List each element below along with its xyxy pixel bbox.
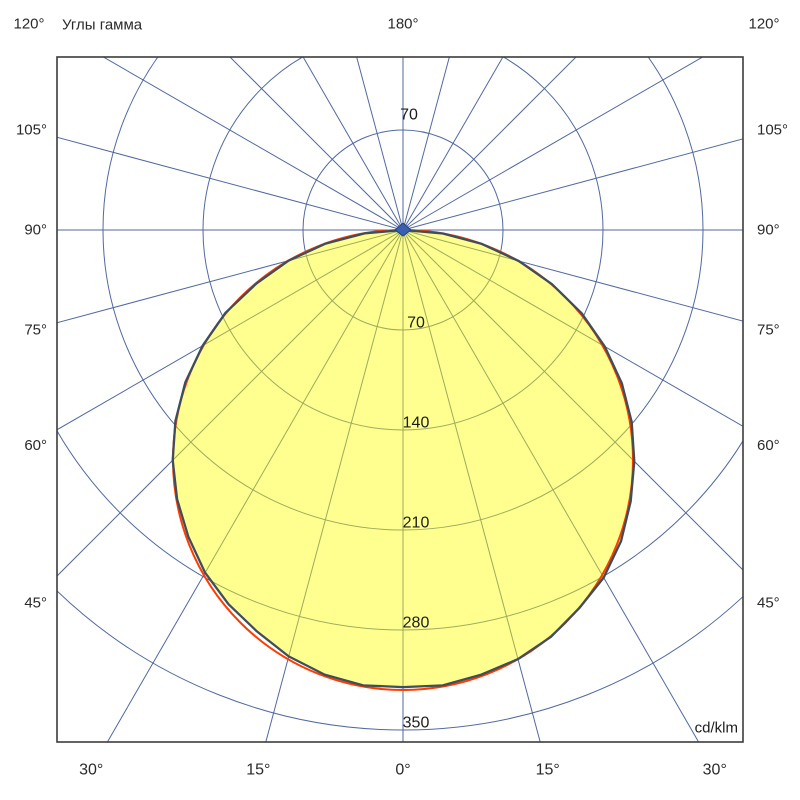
angle-label-bottom-30: 30° bbox=[703, 762, 727, 779]
angle-label-right-60: 60° bbox=[757, 437, 780, 454]
gamma-spoke-195 bbox=[356, 57, 404, 231]
angle-label-right-45: 45° bbox=[757, 595, 780, 612]
distribution-fill bbox=[172, 230, 635, 688]
gamma-spoke-255 bbox=[57, 136, 404, 231]
angle-label-bottom-15: 15° bbox=[536, 762, 560, 779]
angle-label-left-90: 90° bbox=[24, 222, 47, 239]
ring-tick-label-140: 140 bbox=[403, 415, 430, 432]
units-label: cd/klm bbox=[695, 720, 738, 737]
angle-label-bottom-30: 30° bbox=[79, 762, 103, 779]
ring-tick-label-above-70: 70 bbox=[400, 107, 418, 124]
angle-label-right-90: 90° bbox=[757, 222, 780, 239]
gamma-spoke-120 bbox=[402, 57, 704, 231]
angle-label-right-105: 105° bbox=[757, 122, 788, 139]
gamma-spoke-225 bbox=[229, 57, 404, 231]
gamma-spoke-240 bbox=[102, 57, 404, 231]
angle-label-bottom-0: 0° bbox=[395, 762, 410, 779]
angle-label-right-75: 75° bbox=[757, 321, 780, 338]
gamma-spoke-285 bbox=[57, 229, 404, 324]
gamma-spoke-330 bbox=[106, 229, 404, 742]
angle-label-left-105: 105° bbox=[16, 122, 47, 139]
ring-tick-label-280: 280 bbox=[403, 615, 430, 632]
angle-label-top-right-120: 120° bbox=[748, 16, 779, 33]
angle-label-left-75: 75° bbox=[24, 321, 47, 338]
gamma-spoke-60 bbox=[402, 229, 743, 427]
gamma-spoke-105 bbox=[402, 138, 743, 231]
angle-label-top-left-120: 120° bbox=[13, 16, 44, 33]
gamma-spoke-210 bbox=[302, 57, 404, 231]
gamma-spoke-165 bbox=[402, 57, 450, 231]
chart-title: Углы гамма bbox=[62, 17, 143, 34]
gamma-spoke-345 bbox=[265, 229, 404, 742]
gamma-spoke-75 bbox=[402, 229, 743, 322]
gamma-spoke-135 bbox=[402, 57, 577, 231]
angle-label-left-45: 45° bbox=[24, 595, 47, 612]
angle-label-bottom-15: 15° bbox=[246, 762, 270, 779]
plot-border bbox=[56, 56, 744, 743]
gamma-spoke-45 bbox=[402, 229, 743, 571]
gamma-spoke-30 bbox=[402, 229, 700, 742]
gamma-spoke-300 bbox=[57, 229, 404, 431]
axis-labels: Углы гамма cd/klm 120° 180° 120° 105° 90° 75° 60… bbox=[13, 16, 788, 779]
ring-tick-label-210: 210 bbox=[403, 515, 430, 532]
angle-label-top-center-180: 180° bbox=[387, 16, 418, 33]
distribution-curves bbox=[171, 222, 636, 691]
gamma-spoke-15 bbox=[402, 229, 541, 742]
measured-curve bbox=[171, 228, 636, 689]
polar-origin-marker bbox=[394, 222, 412, 237]
ring-tick-label-70: 70 bbox=[407, 315, 425, 332]
ring-tick-label-350: 350 bbox=[403, 715, 430, 732]
angle-label-left-60: 60° bbox=[24, 437, 47, 454]
gamma-spoke-150 bbox=[402, 57, 504, 231]
gamma-spoke-315 bbox=[57, 229, 404, 577]
